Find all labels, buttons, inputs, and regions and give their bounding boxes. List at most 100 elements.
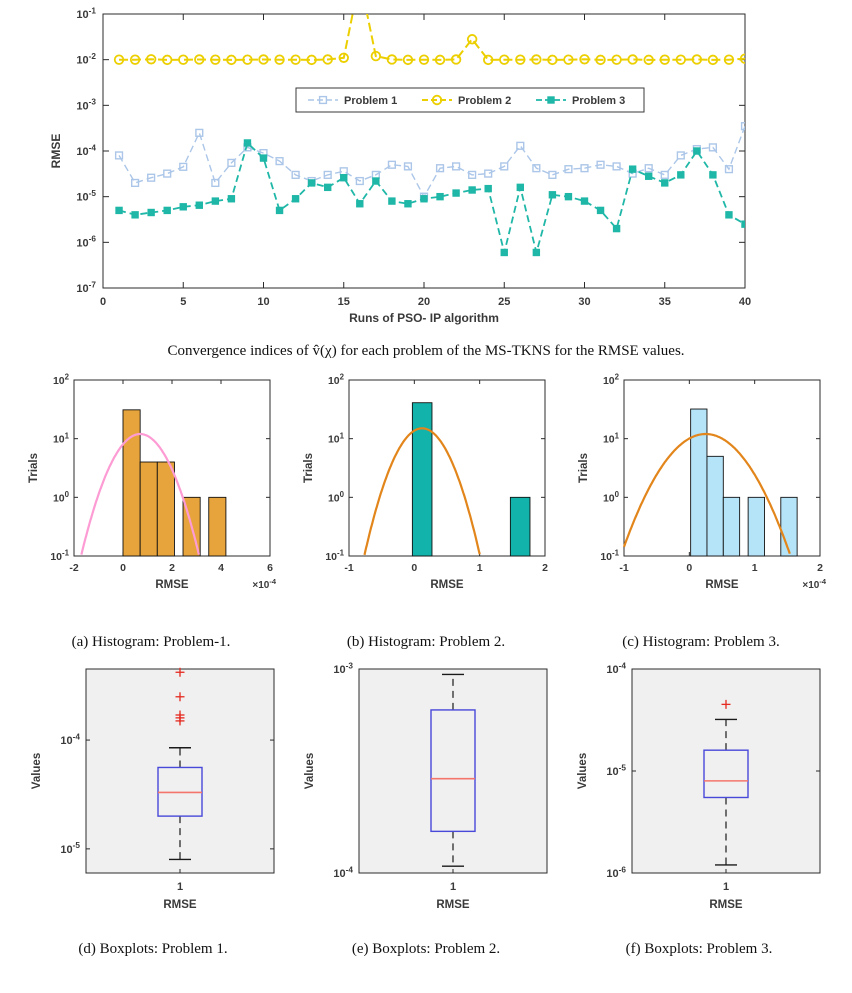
marker-square-filled	[211, 197, 220, 205]
marker-circle	[178, 54, 189, 65]
caption-boxplot-e: (e) Boxplots: Problem 2.	[351, 941, 501, 957]
tick-label: -1	[344, 562, 353, 574]
tick-label: 10-1	[325, 549, 344, 563]
tick-label: 40	[739, 296, 751, 308]
marker-circle	[434, 54, 446, 66]
marker-circle	[370, 50, 382, 62]
marker-circle	[161, 54, 173, 66]
legend-label: Problem 3	[572, 95, 625, 107]
marker-circle	[563, 54, 574, 65]
marker-square-open	[211, 178, 220, 188]
caption-histogram-c: (c) Histogram: Problem 3.	[622, 634, 780, 650]
marker-square-filled	[500, 248, 508, 257]
tick-label: 100	[603, 490, 620, 504]
tick-label: 10-3	[76, 98, 96, 113]
tick-label: 2	[542, 562, 548, 574]
fit-curve	[80, 432, 200, 555]
marker-square-filled	[259, 154, 268, 162]
tick-label: 10-1	[76, 6, 96, 21]
marker-square-filled	[645, 172, 653, 180]
boxplot-row: 10-4 10-5 1 RMSE Values (d) Boxplots: Proble…	[0, 661, 852, 958]
tick-label: 101	[53, 431, 70, 445]
marker-circle	[322, 54, 333, 65]
tick-label: 1	[752, 562, 758, 574]
x-axis-label: RMSE	[709, 899, 743, 911]
tick-label: 10-7	[76, 280, 96, 295]
tick-label: 102	[328, 373, 345, 387]
tick-label: 101	[603, 431, 620, 445]
marker-circle	[306, 54, 317, 66]
marker-square-filled	[307, 179, 316, 187]
marker-circle	[466, 34, 478, 45]
marker-square-open	[275, 157, 284, 166]
marker-circle	[274, 54, 285, 65]
marker-circle	[242, 54, 253, 65]
y-axis-label: RMSE	[49, 134, 63, 169]
fit-curve	[622, 432, 791, 555]
marker-square-filled	[340, 174, 348, 182]
marker-circle	[145, 54, 157, 65]
iqr-box	[703, 749, 749, 799]
hist-bar	[208, 496, 227, 557]
hist-bar	[509, 496, 531, 557]
tick-label: 101	[328, 431, 345, 445]
marker-square-open	[403, 162, 413, 171]
marker-circle	[643, 54, 654, 66]
marker-square-filled	[275, 206, 284, 215]
outliers	[175, 667, 185, 726]
marker-square-filled	[547, 96, 555, 104]
tick-label: 4	[218, 562, 224, 574]
axes: 10-4 10-5	[60, 668, 275, 874]
plot-area	[358, 668, 548, 874]
marker-square-open	[387, 160, 397, 169]
marker-circle	[129, 54, 141, 65]
axes: 10-4 10-5 10-6	[606, 661, 821, 880]
marker-square-open	[484, 169, 493, 178]
hist-bar	[411, 402, 433, 557]
marker-circle	[210, 54, 221, 65]
marker-square-open	[612, 162, 621, 171]
marker-circle	[547, 54, 558, 66]
caption-histogram-a: (a) Histogram: Problem-1.	[71, 634, 231, 650]
tick-label: 2	[817, 562, 823, 574]
tick-label: 10-1	[600, 549, 619, 563]
whiskers	[442, 673, 464, 867]
y-axis-label: Trials	[28, 453, 40, 483]
marker-square-filled	[725, 211, 733, 219]
marker-square-open	[724, 165, 734, 174]
marker-circle	[515, 54, 526, 65]
histogram-row: 10-1 100 101 102 -2 0 2 4 6 RMSE Trials ×10-4 (a) H…	[0, 370, 852, 651]
main-caption: Convergence indices of v̂(χ) for each pr…	[167, 343, 685, 359]
marker-square-filled	[564, 192, 573, 201]
tick-label: 10-4	[333, 865, 353, 880]
tick-label: 10-4	[76, 143, 96, 158]
marker-circle	[450, 54, 462, 65]
y-axis-label: Values	[304, 753, 316, 789]
series-problem-2	[113, 14, 745, 66]
marker-square-open	[468, 170, 477, 179]
marker-square-filled	[628, 165, 637, 173]
marker-square-filled	[532, 248, 541, 257]
tick-label: 10-5	[606, 763, 626, 778]
hist-bar	[122, 409, 141, 557]
marker-square-open	[740, 122, 745, 131]
axes: 10-3 10-4	[333, 661, 548, 880]
tick-label: 20	[418, 296, 430, 308]
marker-square-filled	[243, 139, 252, 147]
marker-square-filled	[741, 220, 745, 228]
marker-square-filled	[452, 189, 460, 197]
boxplot-problem3-chart: 10-4 10-5 10-6 1 RMSE Values	[577, 661, 821, 911]
marker-circle	[290, 54, 301, 65]
bars	[690, 408, 798, 557]
tick-label: ×10-4	[252, 577, 276, 591]
outliers	[721, 699, 731, 709]
hist-bar	[780, 496, 798, 557]
marker-square-filled	[661, 179, 669, 187]
histogram-problem3-chart: 10-1 100 101 102 -1 0 1 2 RMSE Trials ×10-4	[578, 373, 827, 591]
y-axis-label: Values	[31, 753, 43, 789]
marker-square-filled	[324, 183, 332, 192]
whiskers	[715, 718, 737, 866]
tick-label: 0	[411, 562, 417, 574]
marker-square-open	[596, 160, 605, 169]
